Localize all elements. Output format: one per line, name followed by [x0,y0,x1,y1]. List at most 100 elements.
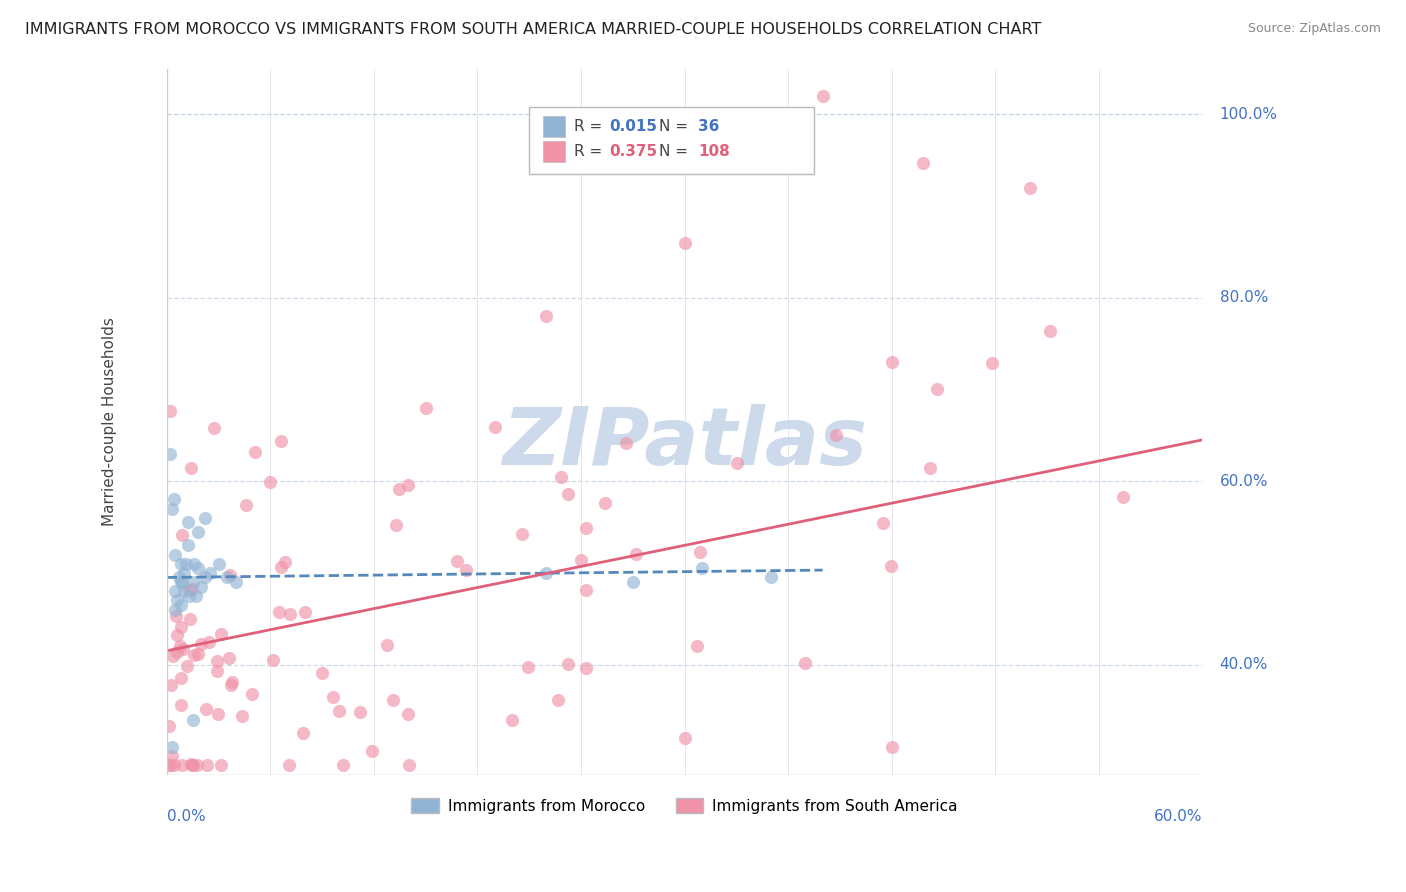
Point [169,598,191,612]
Point [162,648,184,663]
Point [396,706,419,721]
Point [163,758,186,772]
Point [1112,490,1135,504]
Point [179,589,201,603]
Point [184,589,207,603]
Point [173,566,195,580]
Text: R =: R = [574,119,607,134]
Point [267,605,290,619]
Text: IMMIGRANTS FROM MOROCCO VS IMMIGRANTS FROM SOUTH AMERICA MARRIED-COUPLE HOUSEHOL: IMMIGRANTS FROM MOROCCO VS IMMIGRANTS FR… [25,22,1042,37]
Point [557,486,579,500]
Point [912,155,935,169]
Point [454,563,477,577]
Point [385,518,408,533]
Point [880,558,903,573]
Point [1018,180,1040,194]
Text: R =: R = [574,145,607,160]
Point [388,482,411,496]
Text: 0.0%: 0.0% [167,809,205,824]
Point [415,401,437,415]
Point [270,559,292,574]
Point [262,653,284,667]
Point [169,557,191,571]
Point [205,665,228,679]
Text: N =: N = [658,119,693,134]
Point [689,545,711,559]
Point [825,428,848,442]
Point [880,355,903,369]
Point [396,478,419,492]
Bar [543,116,565,137]
Point [547,692,569,706]
Point [536,566,558,580]
Point [321,690,343,704]
Point [375,639,398,653]
Point [274,555,297,569]
Point [550,469,572,483]
Point [169,574,191,589]
Point [235,498,257,512]
Point [328,704,350,718]
Bar [543,141,565,162]
Legend: Immigrants from Morocco, Immigrants from South America: Immigrants from Morocco, Immigrants from… [405,792,965,820]
Point [218,568,240,582]
Point [163,492,186,507]
Point [174,557,197,571]
Point [180,582,202,596]
Point [624,547,647,561]
Point [160,501,183,516]
Point [575,661,598,675]
Text: Source: ZipAtlas.com: Source: ZipAtlas.com [1247,22,1381,36]
Point [225,574,247,589]
Point [165,602,187,616]
Point [277,758,299,772]
Point [170,698,193,712]
Text: 108: 108 [697,145,730,160]
Point [166,593,188,607]
Text: 40.0%: 40.0% [1219,657,1268,672]
Point [169,671,191,685]
Point [621,574,644,589]
Text: ZIPatlas: ZIPatlas [502,404,868,482]
Text: N =: N = [658,145,693,160]
Point [349,706,371,720]
Point [165,548,187,562]
Point [981,356,1004,370]
Point [173,584,195,599]
FancyBboxPatch shape [529,107,814,175]
Point [725,456,748,470]
Point [872,516,894,530]
Point [195,758,218,772]
Point [160,749,183,764]
Point [209,758,232,772]
Point [187,524,209,539]
Point [361,744,384,758]
Point [332,758,354,772]
Point [221,674,243,689]
Point [614,435,637,450]
Point [218,651,240,665]
Point [160,740,183,755]
Point [207,557,229,571]
Point [920,460,942,475]
Point [176,538,198,552]
Text: 80.0%: 80.0% [1219,290,1268,305]
Point [673,235,696,250]
Point [194,570,217,584]
Point [190,637,212,651]
Point [180,758,202,772]
Point [278,607,301,622]
Point [690,561,713,575]
Point [198,635,221,649]
Point [159,404,181,418]
Point [183,557,205,571]
Point [177,583,200,598]
Point [686,639,709,653]
Text: 60.0%: 60.0% [1219,474,1268,489]
Point [180,757,202,772]
Point [207,654,229,668]
Text: 0.015: 0.015 [609,119,657,134]
Point [186,758,208,772]
Point [181,713,204,727]
Point [170,527,193,541]
